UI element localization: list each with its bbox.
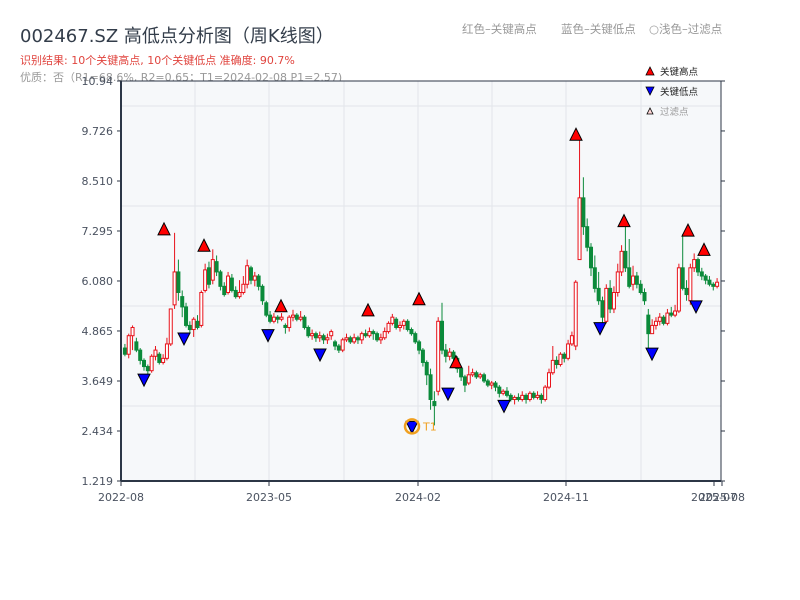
key-low-marker [313,348,327,363]
legend-filtered-label: 过滤点 [660,106,689,118]
y-tick-label: 6.080 [82,275,114,288]
key-low-marker [441,387,455,402]
x-tick-label: 2025-08 [699,491,745,504]
result-summary: 识别结果: 10个关键高点, 10个关键低点 准确度: 90.7% [20,54,295,67]
key-high-marker [361,302,375,317]
key-high-marker [412,291,426,306]
x-tick-label: 2023-05 [246,491,292,504]
key-high-marker [157,221,171,236]
key-point-markers: T1 [137,127,711,435]
y-tick-label: 9.726 [82,125,114,138]
candles [122,138,720,426]
legend-high-label: 关键高点 [660,66,699,78]
key-high-marker [681,222,695,237]
key-high-marker [697,242,711,256]
axes: 1.219 2.434 3.649 4.865 6.080 7.295 8.510 9.726… [82,75,745,504]
y-tick-label: 10.94 [82,75,114,88]
key-low-marker [497,399,511,414]
legend-filtered-icon [646,107,654,115]
chart-title: 002467.SZ 高低点分析图（周K线图） [20,26,334,47]
y-tick-label: 3.649 [82,375,114,388]
legend-low-label: 关键低点 [660,86,699,98]
y-tick-label: 2.434 [82,425,114,438]
key-low-marker [137,373,151,388]
x-tick-label: 2025-07 [691,491,737,504]
x-tick-label: 2022-08 [98,491,144,504]
key-high-marker [569,127,583,141]
key-low-marker [593,322,607,336]
key-high-marker [197,238,211,252]
top-legend-light: ○浅色–过滤点 [649,22,723,36]
key-high-marker [449,354,463,369]
key-high-marker [617,213,631,228]
key-low-marker [689,300,703,314]
key-low-marker [645,347,659,362]
t1-label: T1 [422,420,437,433]
y-tick-label: 4.865 [82,325,114,338]
x-tick-label: 2024-11 [543,491,589,504]
y-tick-label: 1.219 [82,475,114,488]
y-tick-label: 7.295 [82,225,114,238]
key-low-marker [405,420,419,435]
y-tick-label: 8.510 [82,175,114,188]
top-legend-red: 红色–关键高点 [462,22,537,36]
x-tick-label: 2024-02 [395,491,441,504]
key-low-marker [261,329,275,343]
key-high-marker [274,298,288,313]
gridlines [121,81,721,481]
t1-marker [403,418,421,435]
top-legend-blue: 蓝色–关键低点 [561,22,636,36]
key-low-marker [177,332,191,347]
legend-low-icon [645,86,655,96]
legend-high-icon [645,66,655,76]
